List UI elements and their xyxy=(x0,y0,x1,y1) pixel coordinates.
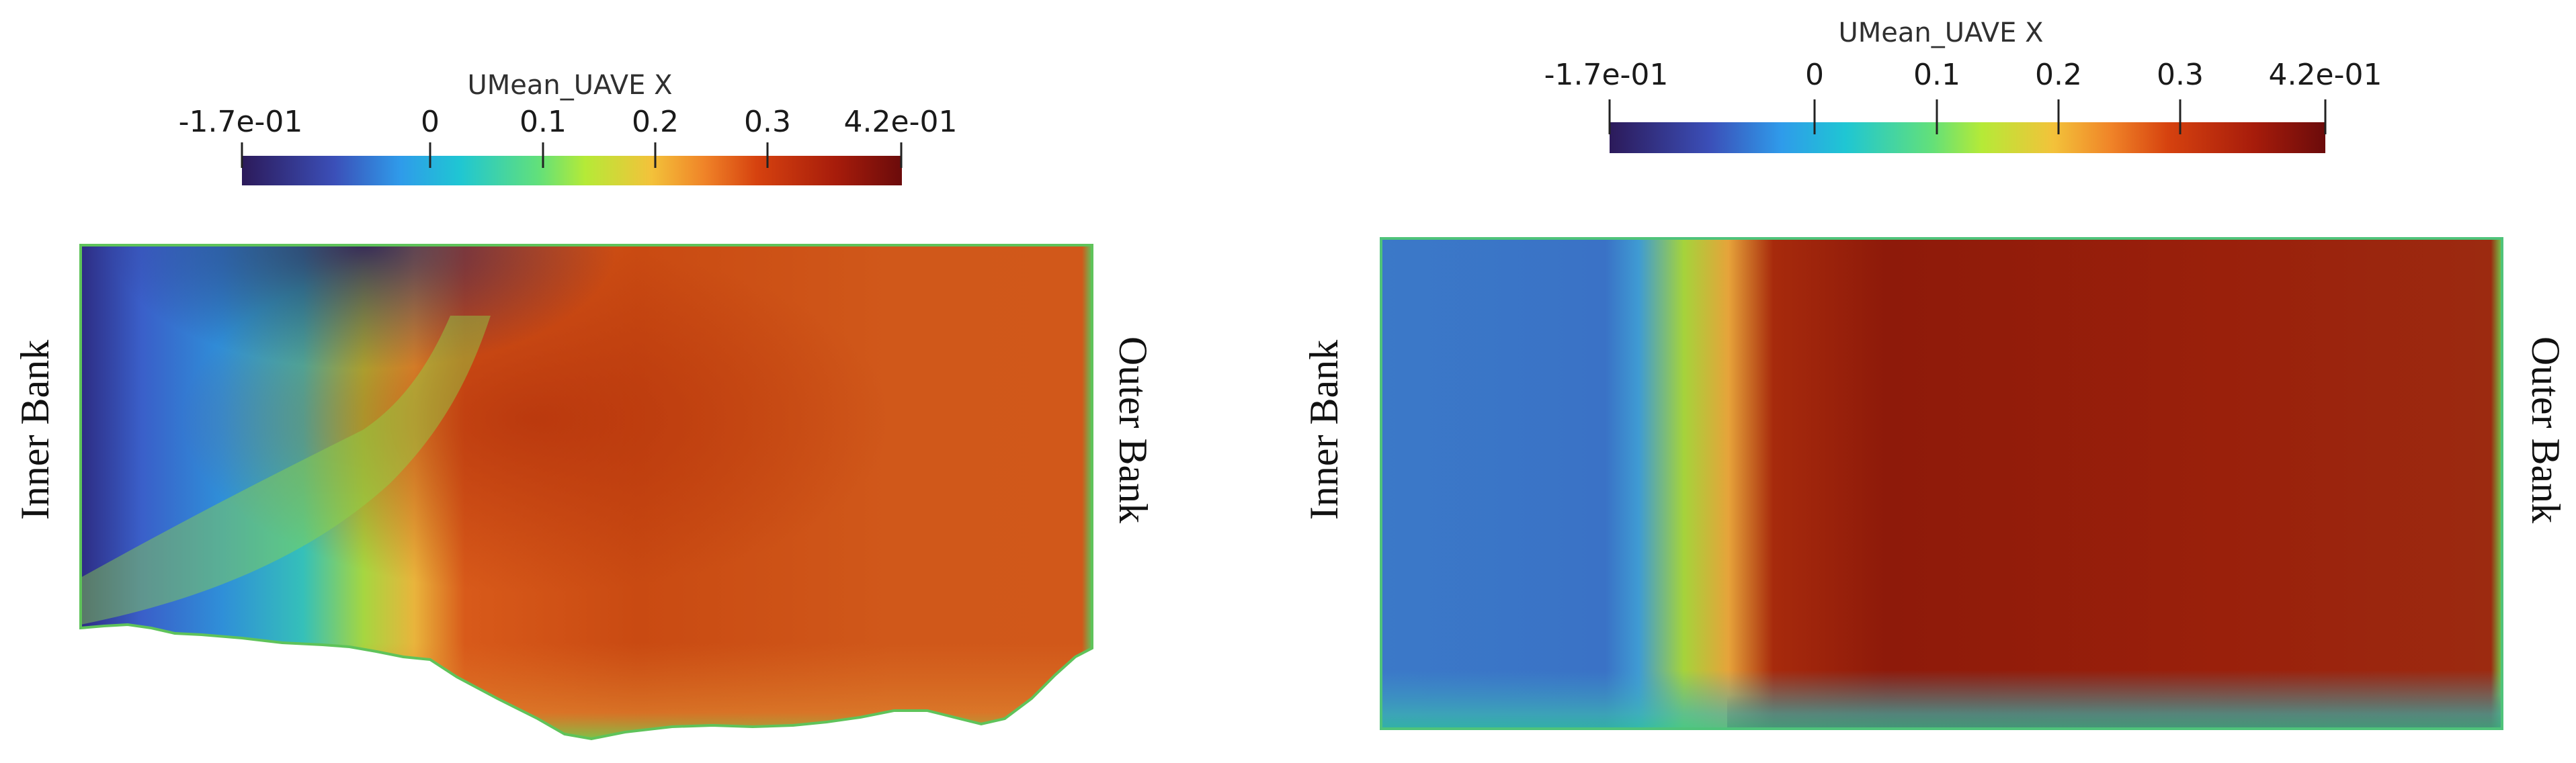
right-tick-label: 4.2e-01 xyxy=(2269,58,2382,92)
left-colorbar-title: UMean_UAVE X xyxy=(467,70,672,101)
left-colorbar-ticks xyxy=(241,142,903,168)
left-tick-label: -1.7e-01 xyxy=(179,105,303,139)
left-inner-bank-label: Inner Bank xyxy=(13,340,57,520)
right-inner-bank-label: Inner Bank xyxy=(1302,340,1346,520)
left-colorbar: UMean_UAVE X -1.7e-01 0 0.1 0.2 0.3 4.2e… xyxy=(179,70,958,185)
right-tick-label: 0 xyxy=(1805,58,1824,92)
left-boundary-outline xyxy=(79,244,1093,741)
left-panel: UMean_UAVE X -1.7e-01 0 0.1 0.2 0.3 4.2e… xyxy=(13,70,1155,741)
right-velocity-field xyxy=(1380,237,2503,730)
left-tick-label: 0.2 xyxy=(632,105,679,139)
right-colorbar-ticks xyxy=(1608,99,2327,134)
left-tick-label: 0.1 xyxy=(520,105,567,139)
right-outer-bank-label: Outer Bank xyxy=(2524,336,2568,523)
right-colorbar: UMean_UAVE X -1.7e-01 0 0.1 0.2 0.3 4.2e… xyxy=(1544,17,2382,153)
left-tick-label: 0 xyxy=(421,105,440,139)
right-colorbar-title: UMean_UAVE X xyxy=(1838,17,2043,48)
right-tick-label: 0.3 xyxy=(2157,58,2204,92)
left-outer-bank-label: Outer Bank xyxy=(1111,336,1155,523)
left-colorbar-scale xyxy=(242,156,902,185)
right-tick-label: -1.7e-01 xyxy=(1544,58,1669,92)
left-velocity-field xyxy=(81,245,1092,739)
left-tick-label: 4.2e-01 xyxy=(844,105,958,139)
right-tick-label: 0.2 xyxy=(2035,58,2082,92)
right-panel: UMean_UAVE X -1.7e-01 0 0.1 0.2 0.3 4.2e… xyxy=(1302,17,2568,730)
right-colorbar-scale xyxy=(1610,122,2325,153)
right-tick-label: 0.1 xyxy=(1913,58,1960,92)
left-tick-label: 0.3 xyxy=(744,105,791,139)
